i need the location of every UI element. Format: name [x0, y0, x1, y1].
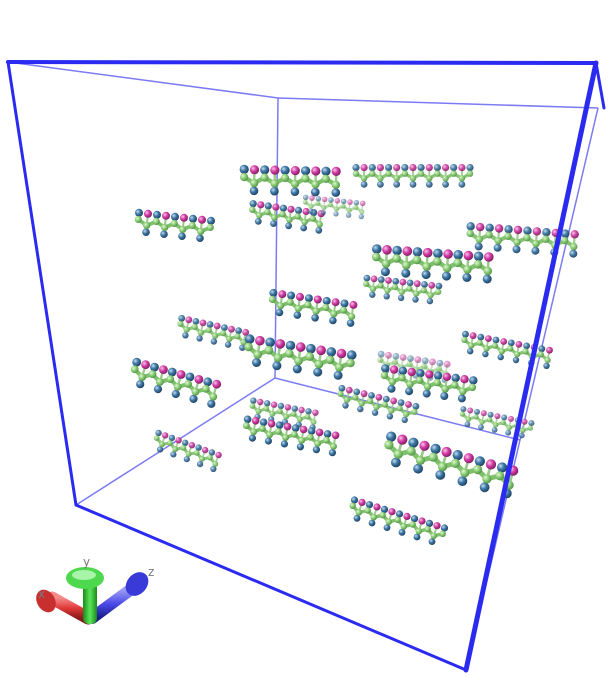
z-axis-arrow — [86, 572, 149, 624]
molecule-chain — [384, 431, 519, 499]
molecule-chain — [371, 244, 494, 284]
molecule-chain — [243, 415, 340, 457]
molecule-chain — [352, 164, 474, 188]
y-axis-label: y — [83, 555, 90, 569]
molecule-chain — [337, 384, 420, 424]
z-axis-label: z — [148, 565, 154, 579]
y-axis-arrow — [66, 567, 104, 624]
molecule-chain — [130, 357, 222, 408]
molecule-chain — [177, 314, 250, 351]
molecule-chain — [363, 274, 443, 305]
molecule-chain — [466, 222, 579, 258]
molecule-chain — [153, 429, 222, 473]
molecule-chain — [268, 288, 358, 327]
molecule-chain — [380, 364, 478, 403]
x-axis-arrow — [36, 589, 95, 625]
molecule-chain — [134, 208, 215, 242]
orientation-axes: x y z — [36, 555, 154, 625]
molecule-layer — [130, 164, 579, 545]
molecule-chain — [249, 397, 319, 431]
molecule-chain — [302, 194, 366, 220]
molecule-chain — [349, 496, 449, 545]
molecule-chain — [239, 164, 341, 197]
x-axis-label: x — [38, 587, 45, 601]
molecule-chain — [244, 334, 357, 380]
box-front-edges — [6, 60, 606, 673]
